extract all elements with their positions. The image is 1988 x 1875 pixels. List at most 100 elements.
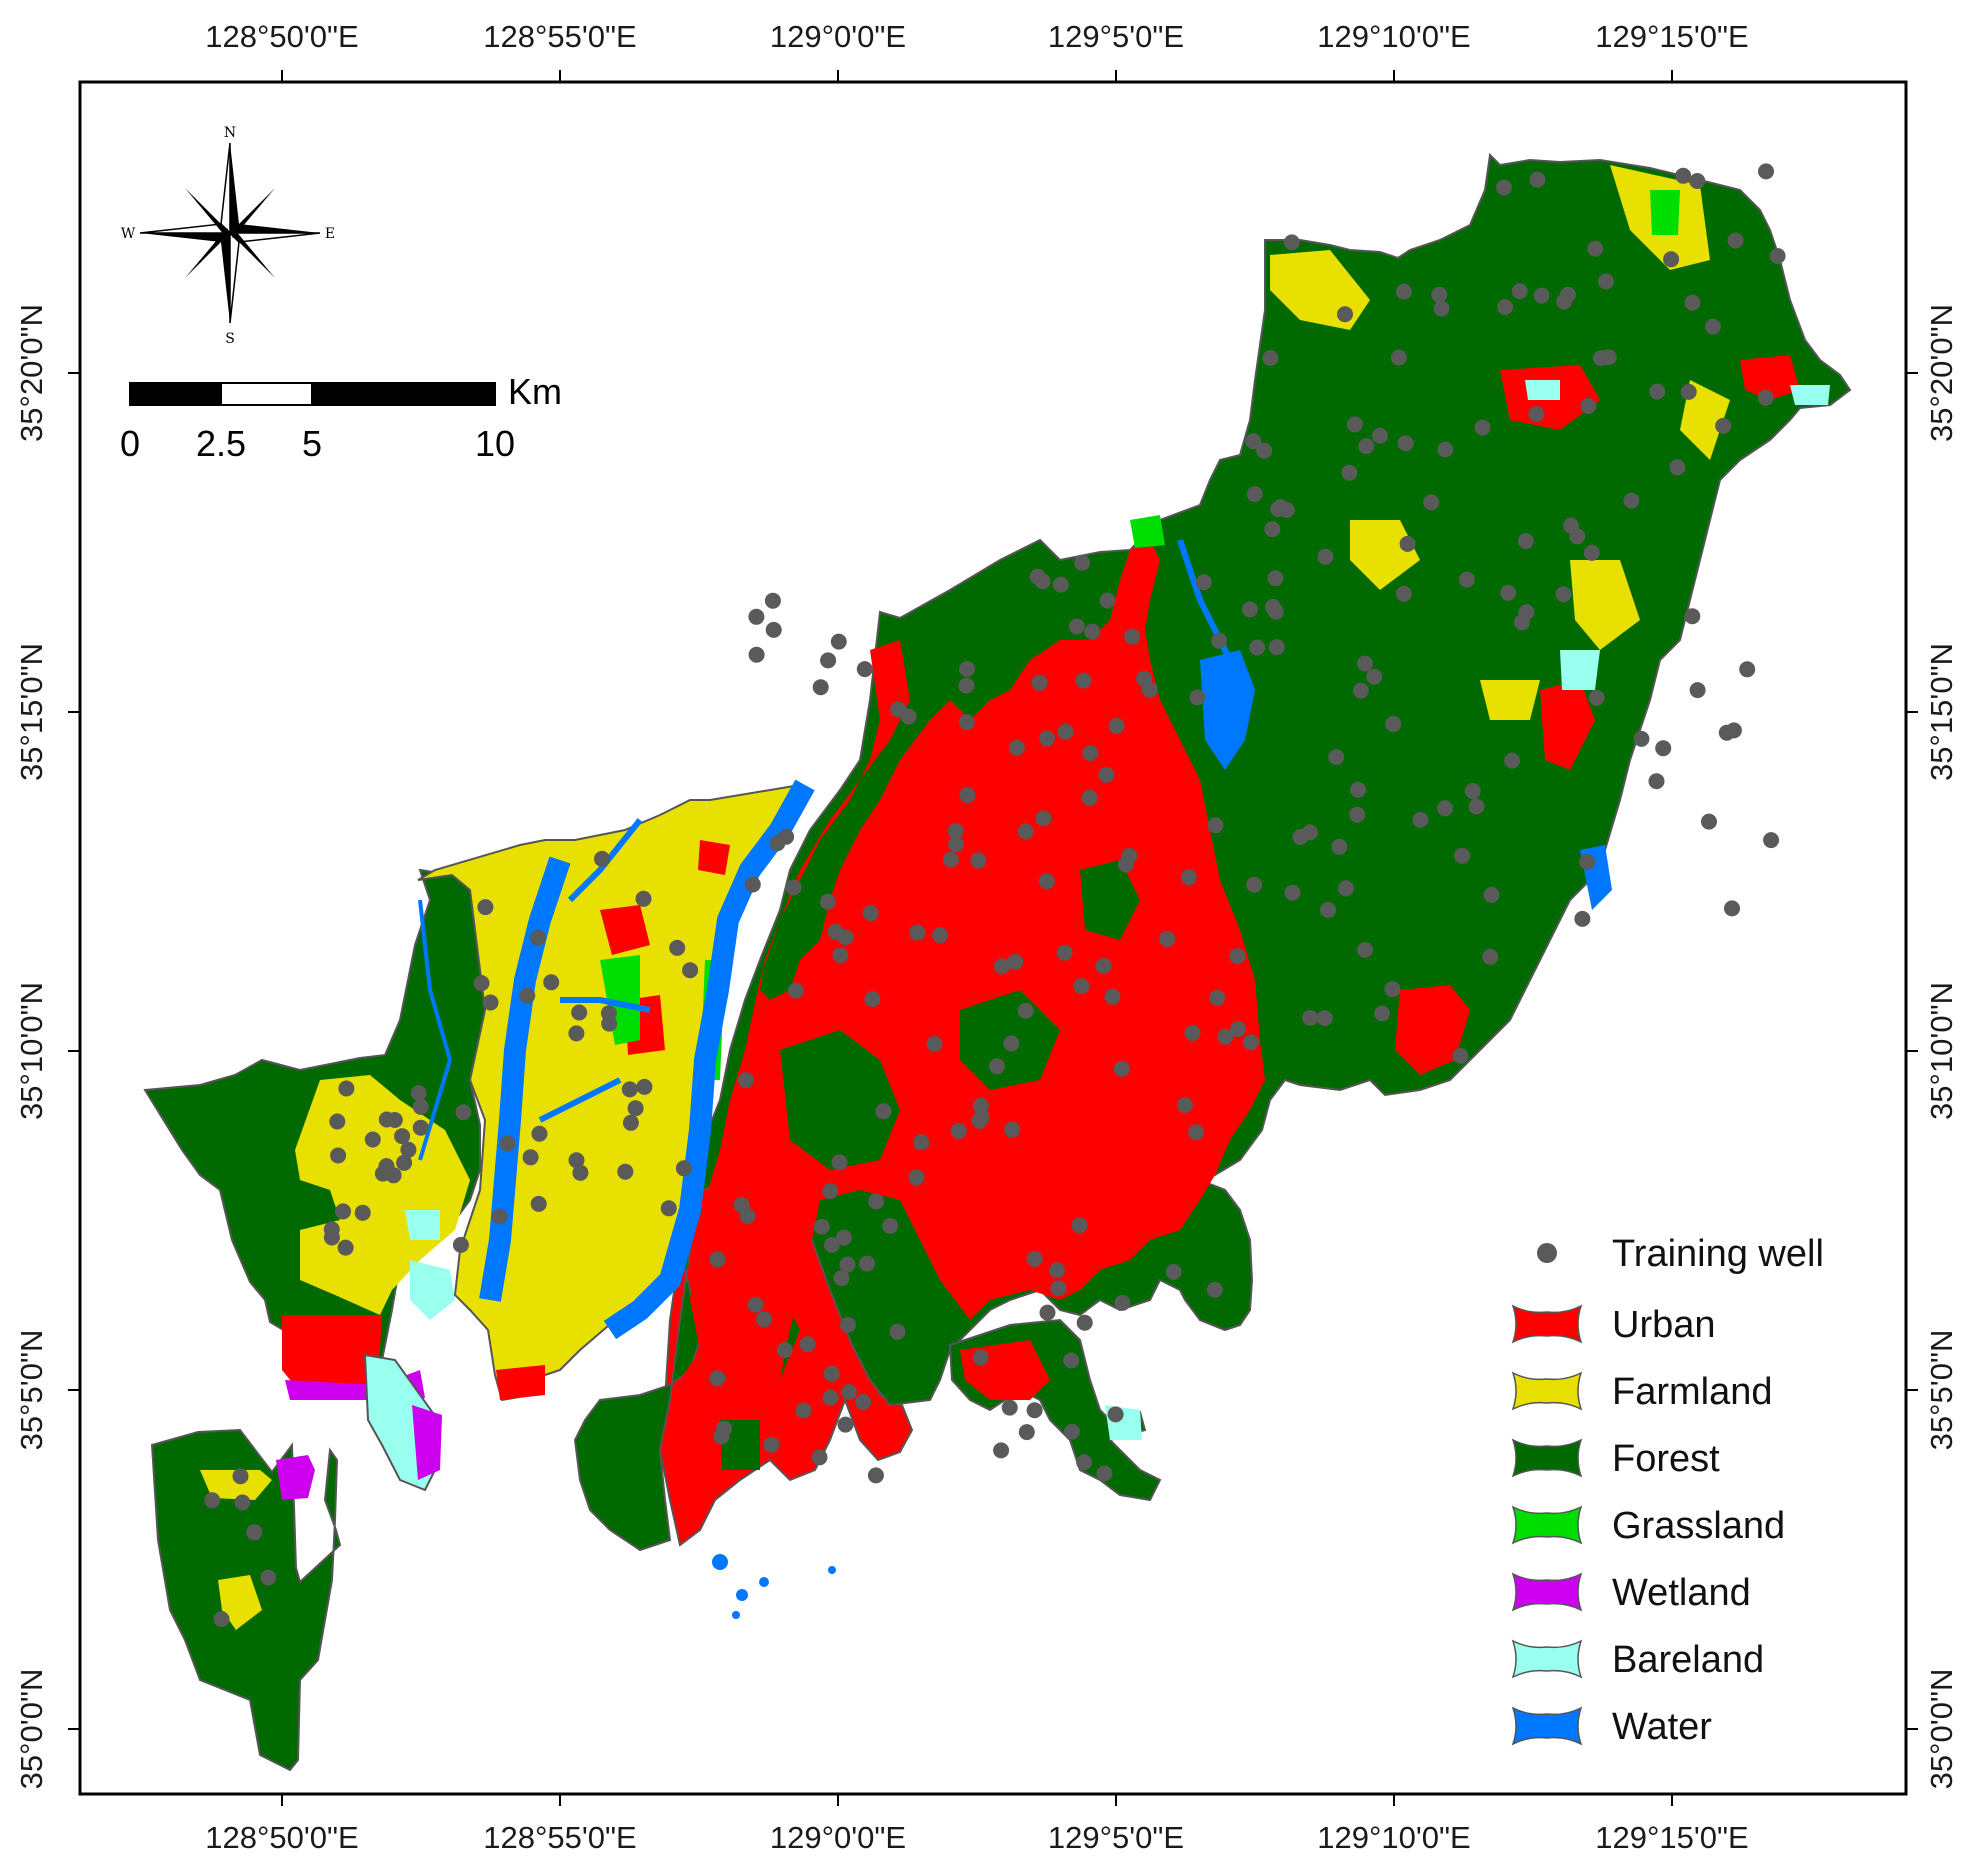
- training-well-marker: [1357, 941, 1374, 958]
- right-tick-label: 35°5'0"N: [1924, 1330, 1959, 1451]
- training-well-marker: [1068, 618, 1085, 635]
- training-well-marker: [530, 929, 547, 946]
- training-well-marker: [855, 1393, 872, 1410]
- training-well-marker: [1352, 682, 1369, 699]
- training-well-marker: [396, 1154, 413, 1171]
- training-well-marker: [1267, 570, 1284, 587]
- training-well-marker: [1211, 632, 1228, 649]
- training-well-marker: [1039, 730, 1055, 747]
- legend-label-farmland: Farmland: [1612, 1371, 1773, 1413]
- training-well-marker: [1583, 544, 1600, 561]
- training-well-marker: [452, 1236, 469, 1253]
- patch-farmland: [1270, 165, 1730, 720]
- scale-tick-0: 0: [120, 423, 140, 464]
- training-well-marker: [1337, 306, 1353, 323]
- training-well-marker: [1035, 810, 1052, 827]
- training-well-marker: [1001, 1399, 1018, 1416]
- compass-w: W: [121, 226, 136, 242]
- training-well-marker: [572, 1164, 589, 1181]
- training-well-marker: [1397, 435, 1414, 452]
- training-well-marker: [908, 1169, 925, 1186]
- training-well-marker: [1189, 689, 1206, 706]
- training-well-marker: [1302, 1009, 1319, 1026]
- legend-swatch-farmland: [1511, 1371, 1583, 1411]
- training-well-marker: [972, 1097, 989, 1114]
- training-well-marker: [400, 1141, 417, 1158]
- axis-right: 35°20'0"N 35°15'0"N 35°10'0"N 35°5'0"N 3…: [1906, 304, 1959, 1789]
- training-well-marker: [669, 939, 686, 956]
- training-well-marker: [323, 1229, 340, 1246]
- legend-label-urban: Urban: [1612, 1304, 1716, 1346]
- training-well-marker: [1725, 722, 1742, 739]
- training-well-marker: [769, 835, 786, 852]
- right-tick-label: 35°10'0"N: [1924, 982, 1959, 1120]
- training-well-marker: [739, 1208, 756, 1225]
- training-well-marker: [1371, 427, 1388, 444]
- legend-swatch-bareland: [1511, 1639, 1583, 1679]
- top-tick-label: 129°5'0"E: [1048, 19, 1184, 54]
- training-well-marker: [959, 787, 976, 804]
- training-well-marker: [473, 975, 490, 992]
- training-well-marker: [1655, 740, 1672, 757]
- islet: [712, 1554, 728, 1570]
- patch-forest: [780, 860, 1140, 1170]
- training-well-marker: [1412, 811, 1429, 828]
- compass-point: [185, 188, 230, 236]
- scale-tick-5: 5: [302, 423, 322, 464]
- training-well-marker: [1099, 592, 1116, 609]
- training-well-marker: [812, 679, 829, 696]
- training-well-marker: [709, 1370, 726, 1387]
- axis-top: 128°50'0"E 128°55'0"E 129°0'0"E 129°5'0"…: [205, 19, 1749, 82]
- training-well-marker: [378, 1111, 395, 1128]
- patch-wetland: [412, 1405, 442, 1480]
- training-well-marker: [1331, 838, 1348, 855]
- scale-tick-10: 10: [475, 423, 515, 464]
- compass-e: E: [325, 226, 335, 242]
- training-well-marker: [1349, 806, 1366, 823]
- training-well-marker: [1663, 251, 1680, 268]
- scale-seg-3: [311, 382, 496, 406]
- training-well-marker: [958, 677, 975, 694]
- training-well-marker: [1008, 739, 1025, 756]
- training-well-marker: [412, 1119, 429, 1136]
- training-well-marker: [594, 850, 610, 867]
- right-tick-label: 35°20'0"N: [1924, 304, 1959, 442]
- training-well-marker: [477, 899, 494, 916]
- training-well-marker: [1320, 901, 1337, 918]
- training-well-marker: [1017, 823, 1034, 840]
- training-well-marker: [839, 1256, 856, 1273]
- training-well-marker: [813, 1218, 830, 1235]
- training-well-marker: [1177, 1097, 1193, 1113]
- training-well-marker: [1757, 389, 1774, 406]
- training-well-marker: [1704, 318, 1721, 335]
- training-well-marker: [1031, 674, 1048, 691]
- training-well-marker: [993, 1442, 1010, 1459]
- training-well-marker: [1587, 240, 1604, 257]
- training-well-marker: [1758, 163, 1774, 180]
- training-well-marker: [337, 1239, 354, 1256]
- training-well-marker: [1082, 745, 1099, 761]
- training-well-marker: [1689, 173, 1706, 189]
- training-well-marker: [1533, 287, 1550, 304]
- patch-urban: [1395, 680, 1595, 1075]
- training-well-marker: [994, 958, 1010, 975]
- patch-bareland: [405, 1210, 455, 1320]
- legend-swatch-water: [1511, 1706, 1583, 1746]
- training-well-marker: [364, 1131, 381, 1148]
- legend-label-bareland: Bareland: [1612, 1639, 1764, 1681]
- training-well-marker: [1341, 464, 1358, 481]
- scale-bar: Km 0 2.5 5 10: [120, 371, 562, 464]
- training-well-marker: [1337, 880, 1354, 897]
- training-well-marker: [1268, 639, 1285, 656]
- training-well-marker: [1113, 1060, 1130, 1077]
- training-well-marker: [1317, 548, 1334, 565]
- training-well-marker: [1057, 723, 1074, 740]
- training-well-marker: [1114, 1294, 1131, 1311]
- bottom-tick-label: 129°15'0"E: [1595, 1820, 1748, 1855]
- training-well-marker: [1464, 783, 1481, 799]
- scale-seg-1: [129, 382, 222, 406]
- training-well-marker: [822, 1183, 839, 1200]
- training-well-marker: [232, 1468, 249, 1485]
- top-tick-label: 129°10'0"E: [1317, 19, 1470, 54]
- training-well-marker: [882, 1217, 899, 1234]
